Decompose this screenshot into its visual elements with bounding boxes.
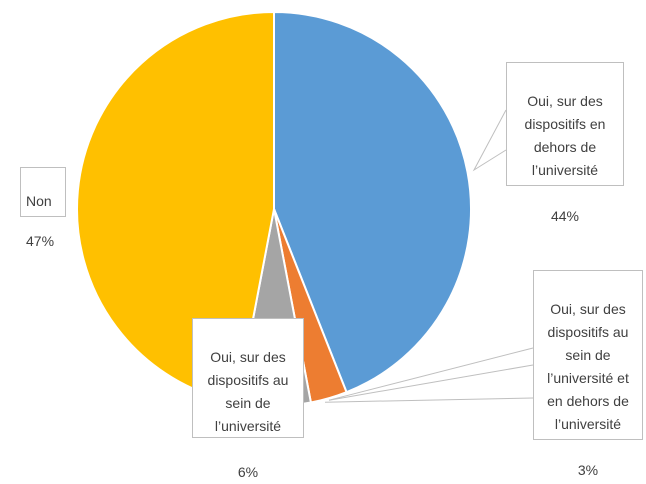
pie-chart: Oui, sur des dispositifs en dehors de l’… [20, 10, 643, 480]
leader-line-both-c [324, 397, 534, 403]
data-label-outside: Oui, sur des dispositifs en dehors de l’… [506, 62, 624, 224]
data-label-outside-category: Oui, sur des dispositifs en dehors de l’… [524, 93, 606, 178]
data-label-non-category: Non [26, 193, 52, 209]
leader-line-outside [472, 109, 507, 172]
data-label-inside-category: Oui, sur des dispositifs au sein de l’un… [207, 349, 289, 434]
data-label-inside: Oui, sur des dispositifs au sein de l’un… [192, 318, 304, 480]
slice-outside [273, 10, 472, 394]
data-label-both-category: Oui, sur des dispositifs au sein de l’un… [547, 301, 629, 432]
leader-line-both-a [328, 347, 534, 401]
data-label-non: Non 47% [20, 167, 66, 249]
pie-slices [76, 10, 472, 407]
leader-line-both-b [328, 364, 534, 401]
slice-non [76, 10, 275, 404]
data-label-both: Oui, sur des dispositifs au sein de l’un… [533, 270, 643, 478]
data-label-non-value: 47% [26, 233, 55, 249]
pie-chart-canvas [76, 10, 534, 407]
data-label-both-value: 3% [577, 462, 599, 478]
data-label-inside-value: 6% [237, 464, 259, 480]
data-label-outside-value: 44% [550, 208, 580, 224]
leader-lines [324, 109, 534, 403]
